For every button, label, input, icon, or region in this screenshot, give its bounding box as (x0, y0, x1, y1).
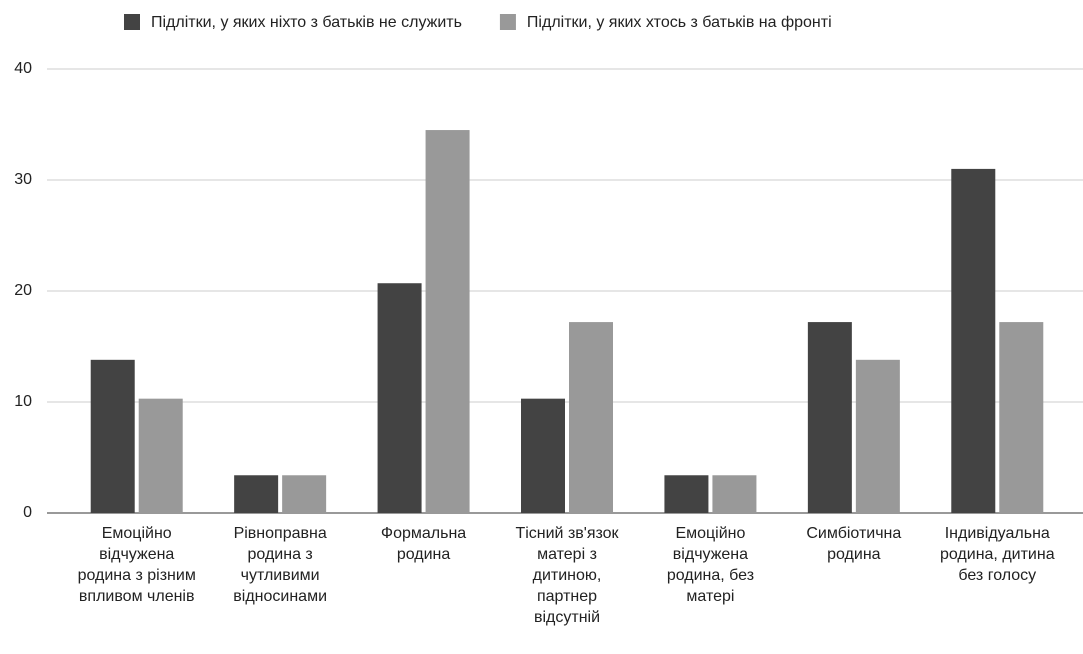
y-tick-label: 0 (23, 504, 32, 521)
legend-label: Підлітки, у яких ніхто з батьків не служ… (151, 14, 462, 31)
legend-swatch (124, 14, 140, 30)
x-tick-label: Тісний зв'язок матері з дитиною, партнер… (515, 525, 619, 626)
bar (90, 359, 135, 513)
x-tick-label: Формальна родина (380, 525, 467, 563)
x-tick-label: Емоційно відчужена родина, без матері (666, 525, 755, 605)
x-tick-label: Індивідуальна родина, дитина без голосу (939, 525, 1055, 584)
bar (377, 283, 422, 513)
bar (951, 168, 996, 513)
bar (855, 359, 900, 513)
legend-label: Підлітки, у яких хтось з батьків на фрон… (527, 14, 832, 31)
bar (234, 475, 279, 513)
bar (521, 398, 565, 513)
x-tick-label: Емоційно відчужена родина з різним вплив… (77, 525, 196, 605)
bar (569, 322, 613, 513)
x-tick-label: Рівноправна родина з чутливими відносина… (233, 525, 327, 605)
bar (999, 322, 1044, 513)
legend-swatch (499, 14, 516, 30)
bar (664, 475, 709, 513)
y-tick-label: 40 (14, 60, 32, 77)
y-tick-label: 30 (14, 171, 32, 188)
y-tick-label: 10 (14, 393, 32, 410)
bar (138, 398, 183, 513)
bar (282, 475, 327, 513)
x-tick-label: Симбіотична родина (806, 525, 902, 563)
bar (425, 130, 470, 514)
bar (712, 475, 757, 513)
bar (807, 322, 852, 513)
y-tick-label: 20 (14, 282, 32, 299)
